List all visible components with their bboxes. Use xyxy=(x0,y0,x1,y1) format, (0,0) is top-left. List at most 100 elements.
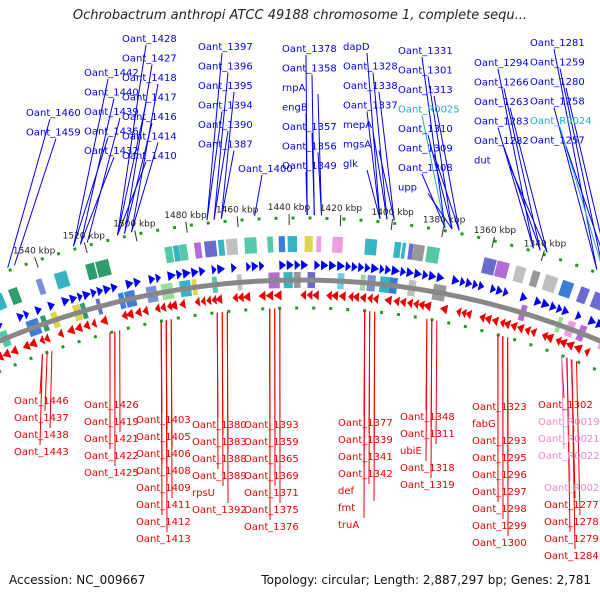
reverse-gene-arrow xyxy=(491,316,500,327)
scale-tick-label: 1340 kbp xyxy=(524,240,567,250)
reverse-gene-arrow xyxy=(465,309,473,320)
forward-gene-arrow xyxy=(320,260,329,271)
forward-gene-arrow xyxy=(328,260,337,271)
top-gene-label: Oant_1390 xyxy=(198,120,253,131)
scale-tick-label: 1400 kbp xyxy=(371,208,414,218)
bottom-gene-label: Oant_1299 xyxy=(472,521,527,532)
connector-line xyxy=(73,137,109,247)
connector-line xyxy=(317,93,322,216)
top-gene-label: Oant_1387 xyxy=(198,140,253,151)
bottom-gene-label: Oant_1293 xyxy=(472,436,527,447)
forward-gene-arrow xyxy=(47,301,55,311)
bottom-gene-label: Oant_1393 xyxy=(244,420,299,431)
connector-line xyxy=(553,107,598,270)
reverse-gene-arrow xyxy=(372,294,379,304)
forward-gene-arrow xyxy=(555,303,563,314)
top-gene-label: Oant_1349 xyxy=(282,161,337,172)
reverse-gene-arrow xyxy=(399,297,407,308)
connector-line xyxy=(79,156,115,245)
top-gene-label: rnpA xyxy=(282,83,306,94)
reverse-gene-arrow xyxy=(352,292,360,303)
top-gene-label: Oant_1301 xyxy=(398,66,453,77)
reverse-gene-arrow xyxy=(232,292,239,303)
bottom-gene-label: Oant_1438 xyxy=(14,430,69,441)
function-block-outer xyxy=(85,262,98,281)
reverse-gene-arrow xyxy=(83,320,91,330)
function-block-outer xyxy=(0,292,8,311)
bottom-gene-label: Oant_1296 xyxy=(472,470,527,481)
reverse-gene-arrow xyxy=(179,298,186,309)
bottom-gene-label: Oant_1383 xyxy=(192,437,247,448)
bottom-gene-label: Oant_1295 xyxy=(472,453,527,464)
forward-gene-arrow xyxy=(428,270,437,281)
reverse-gene-arrow xyxy=(530,328,538,338)
forward-gene-arrow xyxy=(133,277,141,288)
function-block-outer xyxy=(589,291,600,311)
forward-gene-arrow xyxy=(533,296,542,306)
connector-line xyxy=(372,130,388,220)
reverse-gene-arrow xyxy=(194,296,201,307)
forward-gene-arrow xyxy=(175,269,183,280)
top-gene-label: Oant_1259 xyxy=(530,58,585,69)
function-block-outer xyxy=(541,274,559,294)
top-gene-label: Oant_1258 xyxy=(530,97,585,108)
forward-gene-arrow xyxy=(251,261,259,272)
reverse-gene-arrow xyxy=(121,310,129,320)
bottom-gene-label: Oant_1426 xyxy=(84,400,139,411)
reverse-gene-arrow xyxy=(258,290,266,301)
bottom-gene-label: Oant_1319 xyxy=(400,480,455,491)
forward-gene-arrow xyxy=(110,283,118,293)
forward-gene-arrow xyxy=(384,264,392,275)
connector-line xyxy=(503,146,541,251)
bottom-gene-label: Oant_1359 xyxy=(244,437,299,448)
forward-gene-arrow xyxy=(96,286,104,297)
bottom-gene-label: Oant_1342 xyxy=(338,469,393,480)
forward-gene-arrow xyxy=(379,264,385,274)
reverse-gene-arrow xyxy=(300,290,307,300)
outer-dotted-ring xyxy=(0,216,600,276)
reverse-gene-arrow xyxy=(206,295,212,306)
connector-line xyxy=(7,118,51,268)
connector-line xyxy=(117,44,147,236)
connector-line xyxy=(509,166,548,253)
reverse-gene-arrow xyxy=(484,314,493,325)
connector-line xyxy=(433,154,460,231)
connector-line xyxy=(39,354,43,446)
top-gene-label: Oant_1418 xyxy=(122,73,177,84)
connector-line xyxy=(565,87,600,235)
reverse-gene-arrow xyxy=(584,347,591,358)
connector-line xyxy=(363,310,366,519)
forward-gene-arrow xyxy=(495,285,503,295)
forward-gene-arrow xyxy=(82,290,91,301)
function-block-outer xyxy=(512,265,527,284)
connector-line xyxy=(435,320,438,445)
top-gene-label: dapD xyxy=(343,42,370,53)
top-gene-label: Oant_1357 xyxy=(282,122,337,133)
bottom-gene-label: Oant_1412 xyxy=(136,517,191,528)
backbone-ring xyxy=(0,277,600,344)
bottom-gene-label: Oant_1278 xyxy=(544,517,599,528)
top-gene-label: Oant_1282 xyxy=(474,136,529,147)
connector-line xyxy=(86,117,121,243)
connector-line xyxy=(421,115,446,228)
forward-gene-arrow xyxy=(594,318,600,328)
top-gene-label: Oant_1266 xyxy=(474,78,529,89)
connector-line xyxy=(226,311,229,504)
function-block-outer xyxy=(480,257,497,276)
bottom-gene-label: Oant_1421 xyxy=(84,434,139,445)
reverse-gene-arrow xyxy=(22,340,31,350)
reverse-gene-arrow xyxy=(524,326,532,336)
gene-labels: Oant_1460Oant_1459Oant_1442Oant_1440Oant… xyxy=(14,34,600,562)
connector-line xyxy=(73,78,109,247)
connector-line xyxy=(311,132,315,216)
bottom-gene-label: Oant_1298 xyxy=(472,504,527,515)
reverse-gene-arrow xyxy=(39,335,46,345)
reverse-gene-arrow xyxy=(384,295,393,306)
bottom-gene-label: Oant_1371 xyxy=(244,488,299,499)
top-gene-label: Oant_1414 xyxy=(122,132,177,143)
scale-tick-mark xyxy=(390,219,393,231)
reverse-gene-arrow xyxy=(243,291,251,302)
top-gene-label: Oant_1440 xyxy=(84,88,139,99)
connector-line xyxy=(13,138,57,266)
top-gene-label: Oant_1308 xyxy=(398,163,453,174)
